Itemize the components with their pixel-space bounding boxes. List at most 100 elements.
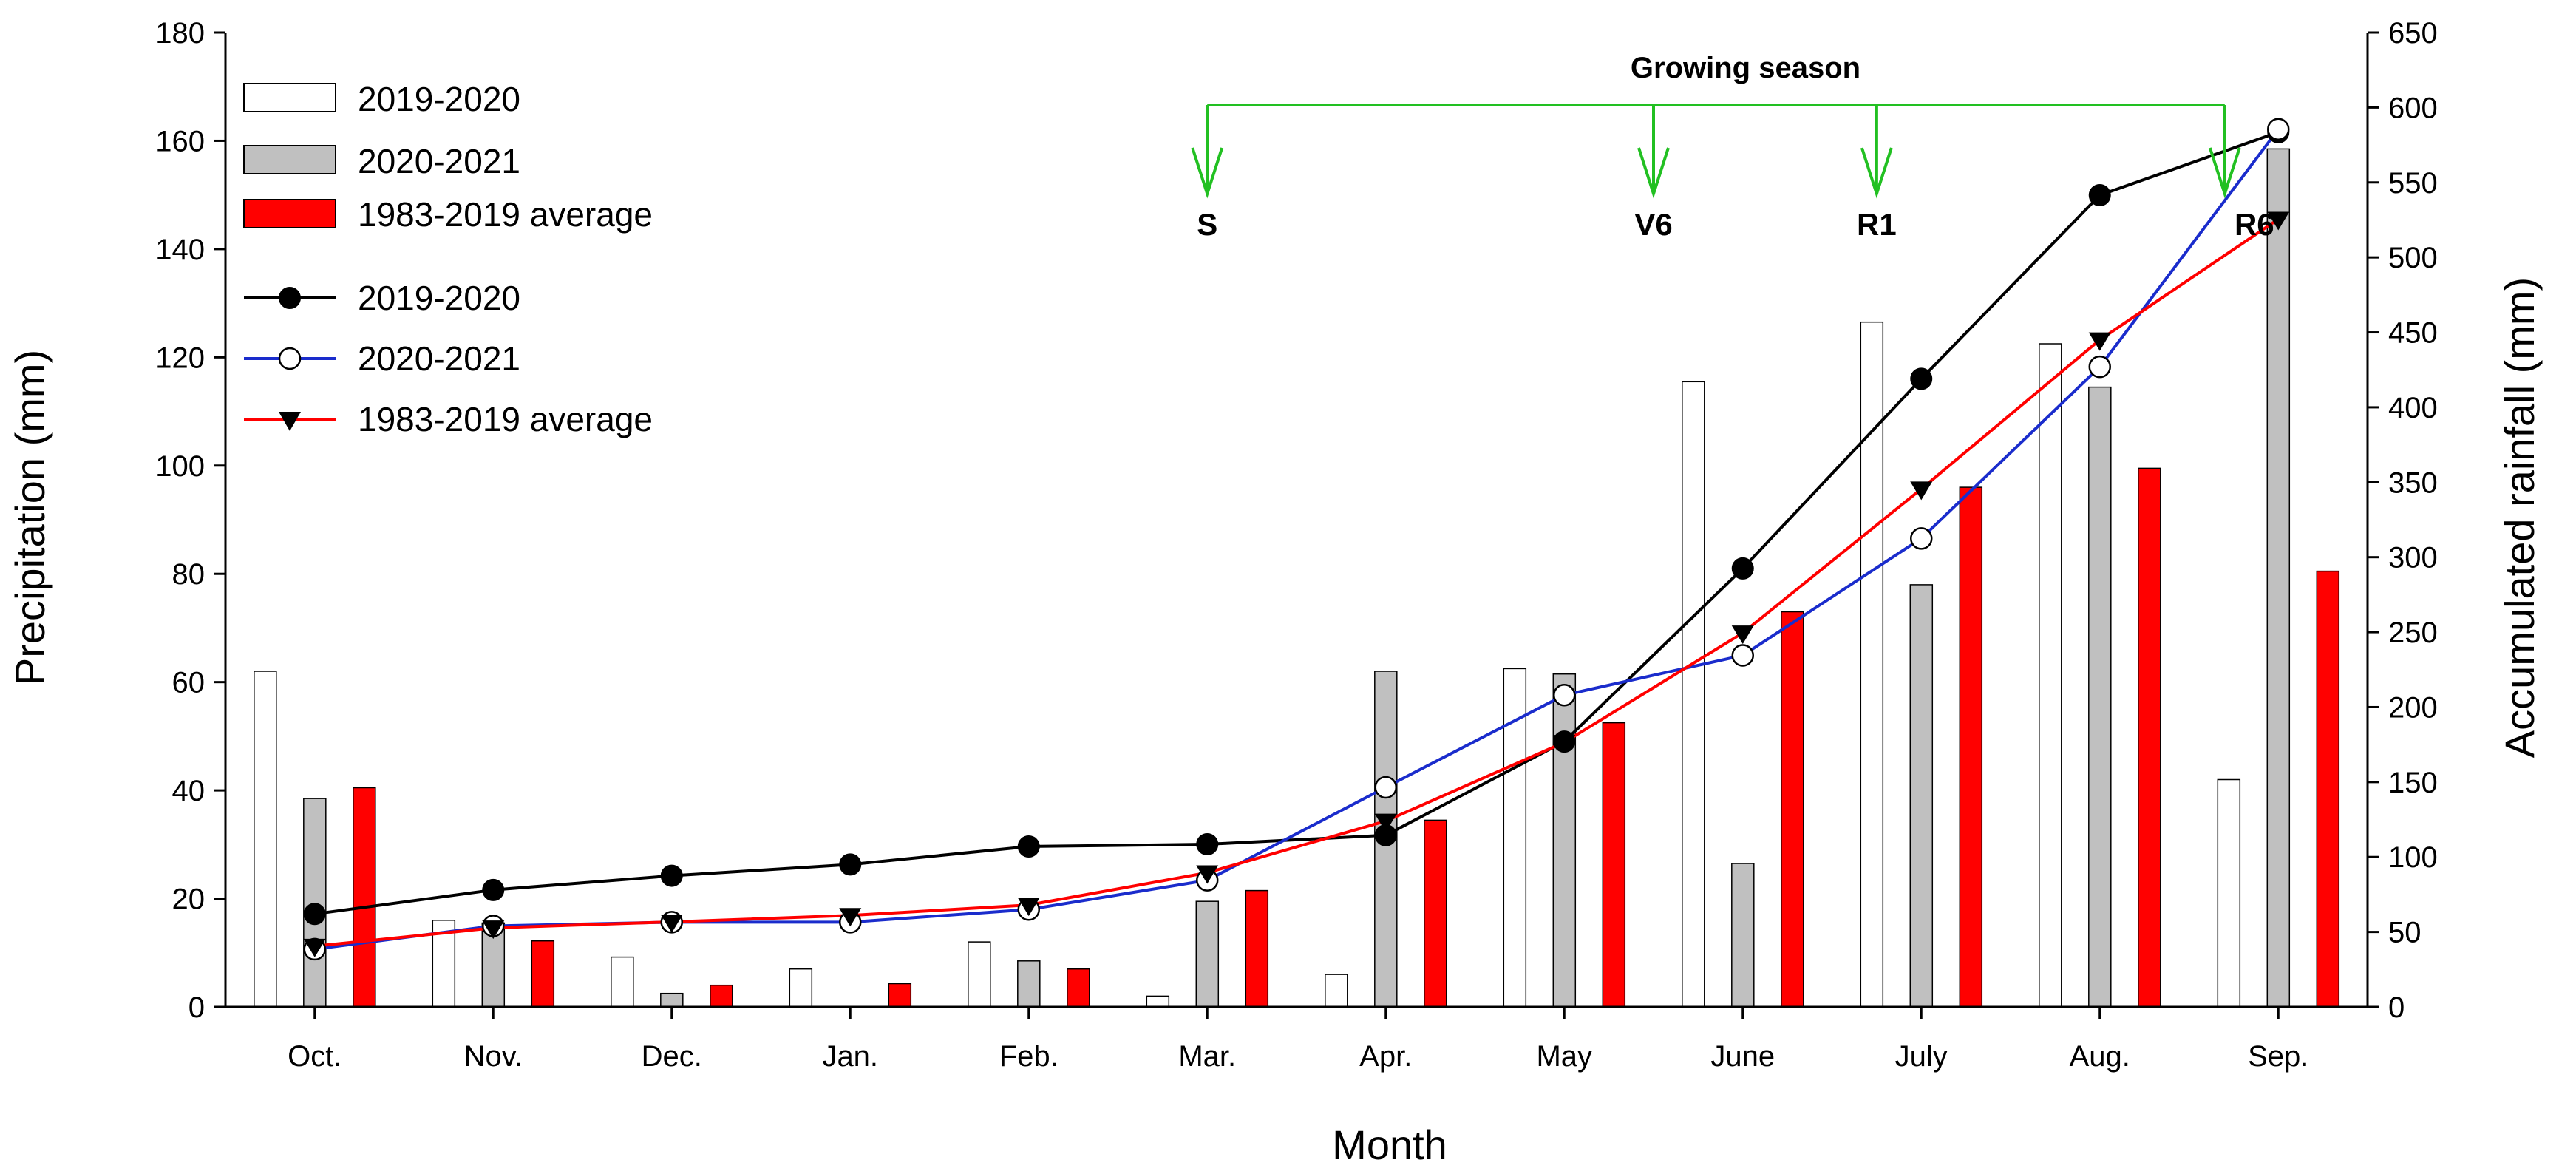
point-2020-2021-july: [1910, 527, 1933, 550]
axes: [214, 31, 2379, 1019]
line-marks: [303, 118, 2290, 961]
x-tick-label-mar: Mar.: [1178, 1040, 1236, 1073]
legend-swatch-bar-2019-2020: [243, 83, 336, 112]
legend-label-line-average: 1983-2019 average: [358, 400, 653, 438]
y2-tick-label-500: 500: [2388, 242, 2438, 274]
point-1983-2019-average-jan: [839, 908, 862, 927]
legend-label-line-2019-2020: 2019-2020: [358, 279, 520, 317]
point-2019-2020-nov: [482, 878, 505, 901]
point-2019-2020-oct: [303, 903, 326, 926]
point-1983-2019-average-june: [1731, 625, 1754, 645]
bar-1983-2019-average-july: [1959, 486, 1983, 1008]
point-1983-2019-average-july: [1910, 481, 1933, 501]
y2-tick-label-100: 100: [2388, 841, 2438, 874]
bar-2019-2020-jan: [789, 968, 813, 1008]
y2-tick-label-550: 550: [2388, 167, 2438, 200]
point-1983-2019-average-may: [1553, 735, 1576, 754]
bar-2019-2020-aug: [2039, 343, 2062, 1008]
point-2019-2020-july: [1910, 367, 1933, 390]
legend-label-bar-2019-2020: 2019-2020: [358, 80, 520, 118]
legend-swatch-bar-average: [243, 199, 336, 228]
bar-1983-2019-average-aug: [2138, 467, 2161, 1008]
y2-tick-label-150: 150: [2388, 767, 2438, 799]
point-2019-2020-jan: [839, 853, 862, 876]
stage-label-s: S: [1197, 207, 1217, 242]
point-2019-2020-dec: [660, 864, 683, 887]
stage-arrow-head-v6: [1637, 147, 1670, 199]
bar-2020-2021-june: [1731, 863, 1755, 1008]
y2-tick-label-400: 400: [2388, 392, 2438, 424]
bar-1983-2019-average-mar: [1245, 889, 1269, 1008]
bar-2020-2021-oct: [303, 798, 327, 1008]
bar-2020-2021-feb: [1017, 960, 1041, 1008]
bar-2019-2020-mar: [1146, 995, 1170, 1008]
bar-2019-2020-dec: [611, 956, 634, 1008]
point-2020-2021-aug: [2088, 355, 2111, 379]
y-tick-label-140: 140: [155, 234, 205, 266]
y-tick-label-60: 60: [172, 667, 205, 699]
y-tick-label-180: 180: [155, 17, 205, 50]
line-2020-2021: [314, 128, 2280, 951]
bar-1983-2019-average-nov: [531, 940, 555, 1008]
growing-season-annotation: Growing season S V6 R1 R6: [1191, 52, 2274, 242]
stage-label-r6: R6: [2235, 207, 2274, 242]
point-2020-2021-may: [1553, 683, 1576, 707]
point-2019-2020-june: [1731, 557, 1754, 580]
y-tick-label-20: 20: [172, 883, 205, 916]
y2-tick-label-0: 0: [2388, 991, 2405, 1024]
x-tick-label-nov: Nov.: [464, 1040, 523, 1073]
y-tick-label-0: 0: [188, 991, 205, 1024]
y-tick-label-40: 40: [172, 775, 205, 807]
point-2020-2021-sep: [2267, 118, 2290, 141]
x-tick-label-jan: Jan.: [822, 1040, 878, 1073]
point-2019-2020-aug: [2088, 184, 2111, 207]
line-2019-2020: [314, 130, 2279, 916]
y-tick-label-160: 160: [155, 125, 205, 157]
x-tick-label-feb: Feb.: [999, 1040, 1058, 1073]
point-1983-2019-average-apr: [1374, 813, 1397, 832]
legend-marker-2019-2020: [279, 287, 301, 309]
y-tick-label-120: 120: [155, 342, 205, 374]
line-1983-2019-average: [314, 217, 2280, 948]
y-axis-title: Precipitation (mm): [7, 350, 53, 685]
point-2020-2021-apr: [1374, 776, 1397, 799]
y2-tick-label-600: 600: [2388, 92, 2438, 124]
y2-tick-label-300: 300: [2388, 542, 2438, 574]
x-tick-label-july: July: [1895, 1040, 1948, 1073]
stage-arrow-head-r1: [1860, 147, 1893, 199]
bar-1983-2019-average-may: [1602, 722, 1626, 1008]
legend-swatch-bar-2020-2021: [243, 145, 336, 174]
bar-2020-2021-sep: [2266, 148, 2291, 1008]
bar-marks: [254, 148, 2340, 1008]
legend-label-bar-average: 1983-2019 average: [358, 195, 653, 234]
stage-label-v6: V6: [1634, 207, 1672, 242]
stage-arrow-head-r6: [2208, 147, 2241, 199]
point-1983-2019-average-dec: [660, 915, 683, 934]
legend-label-line-2020-2021: 2020-2021: [358, 339, 520, 378]
point-1983-2019-average-aug: [2088, 332, 2111, 351]
bar-1983-2019-average-apr: [1424, 819, 1447, 1008]
y2-tick-label-650: 650: [2388, 17, 2438, 50]
x-tick-label-sep: Sep.: [2248, 1040, 2308, 1073]
point-2020-2021-june: [1731, 644, 1754, 667]
x-tick-label-may: May: [1536, 1040, 1592, 1073]
bar-1983-2019-average-oct: [353, 787, 376, 1008]
point-1983-2019-average-mar: [1196, 865, 1219, 884]
point-2019-2020-feb: [1017, 835, 1040, 858]
x-tick-label-june: June: [1710, 1040, 1775, 1073]
bar-1983-2019-average-jan: [888, 983, 912, 1008]
tick-labels: 0 20 40 60 80 100 120 140 160 180 0 50 100 150 200 250 3…: [155, 17, 2438, 1073]
x-tick-label-apr: Apr.: [1359, 1040, 1412, 1073]
bar-2020-2021-dec: [660, 992, 684, 1008]
x-tick-label-dec: Dec.: [642, 1040, 702, 1073]
legend-label-bar-2020-2021: 2020-2021: [358, 142, 520, 180]
legend: 2019-2020 2020-2021 1983-2019 average 20…: [243, 80, 653, 438]
x-tick-label-oct: Oct.: [288, 1040, 341, 1073]
bar-1983-2019-average-dec: [710, 984, 733, 1008]
bar-2020-2021-aug: [2088, 386, 2112, 1008]
point-1983-2019-average-sep: [2267, 211, 2290, 231]
y-tick-label-100: 100: [155, 450, 205, 483]
bar-1983-2019-average-sep: [2316, 570, 2340, 1008]
point-2019-2020-mar: [1196, 832, 1219, 855]
y2-tick-label-350: 350: [2388, 466, 2438, 499]
